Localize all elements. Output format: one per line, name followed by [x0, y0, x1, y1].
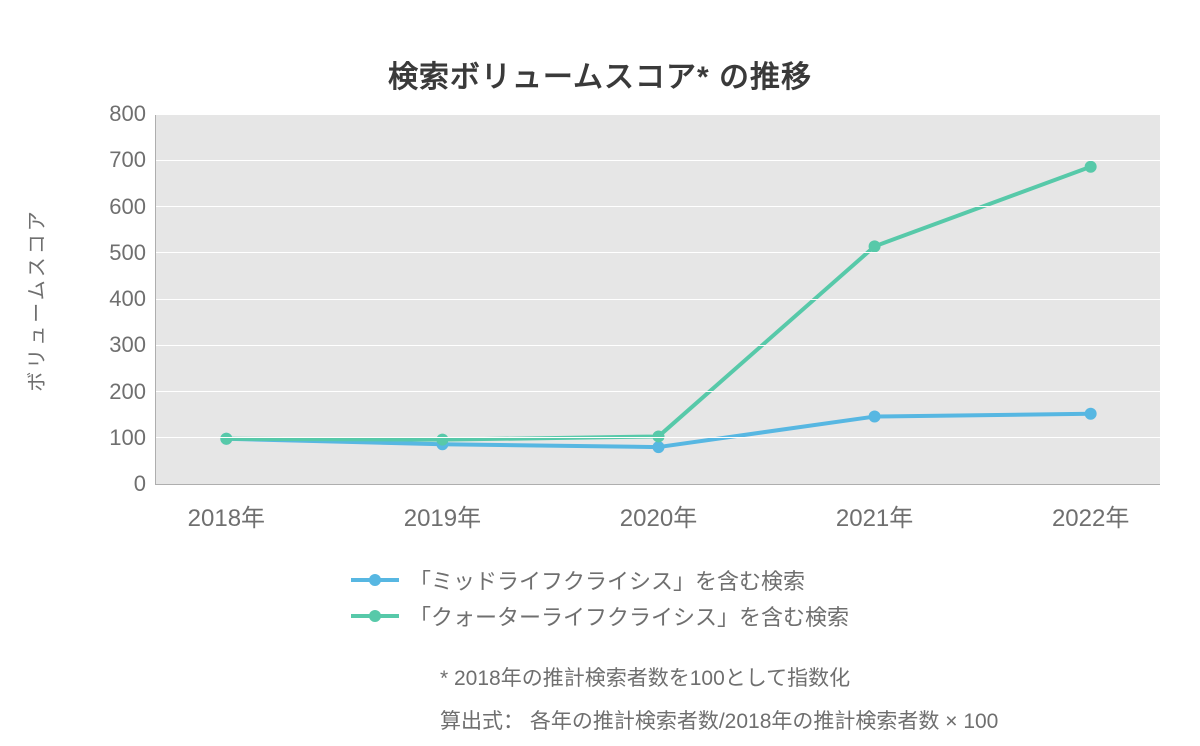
x-tick-label: 2022年	[1052, 498, 1129, 533]
series-marker	[1085, 408, 1097, 420]
series-line	[226, 167, 1090, 440]
gridline	[156, 114, 1160, 115]
gridline	[156, 437, 1160, 438]
gridline	[156, 252, 1160, 253]
legend-swatch	[351, 609, 399, 623]
series-marker	[436, 434, 448, 446]
series-marker	[220, 433, 232, 445]
series-marker	[653, 441, 665, 453]
x-tick-label: 2021年	[836, 498, 913, 533]
gridline	[156, 160, 1160, 161]
series-marker	[869, 240, 881, 252]
y-tick-label: 500	[109, 240, 146, 266]
footnote-line-1: * 2018年の推計検索者数を100として指数化	[440, 662, 850, 692]
y-tick-label: 400	[109, 286, 146, 312]
y-axis-label: ボリュームスコア	[21, 208, 50, 391]
gridline	[156, 345, 1160, 346]
gridline	[156, 299, 1160, 300]
x-tick-label: 2019年	[404, 498, 481, 533]
chart-lines	[156, 115, 1161, 485]
gridline	[156, 391, 1160, 392]
plot-area: 01002003004005006007008002018年2019年2020年…	[155, 115, 1160, 485]
y-tick-label: 0	[134, 471, 146, 497]
footnote-line-2: 算出式： 各年の推計検索者数/2018年の推計検索者数 × 100	[440, 705, 998, 735]
y-tick-label: 100	[109, 425, 146, 451]
y-tick-label: 800	[109, 101, 146, 127]
y-tick-label: 200	[109, 379, 146, 405]
chart-legend: 「ミッドライフクライシス」を含む検索「クォーターライフクライシス」を含む検索	[351, 560, 849, 636]
legend-swatch	[351, 573, 399, 587]
x-tick-label: 2020年	[620, 498, 697, 533]
legend-item: 「クォーターライフクライシス」を含む検索	[351, 600, 849, 632]
legend-label: 「クォーターライフクライシス」を含む検索	[409, 600, 849, 632]
series-marker	[1085, 161, 1097, 173]
y-tick-label: 300	[109, 332, 146, 358]
legend-item: 「ミッドライフクライシス」を含む検索	[351, 564, 849, 596]
gridline	[156, 206, 1160, 207]
x-tick-label: 2018年	[188, 498, 265, 533]
series-marker	[869, 411, 881, 423]
legend-label: 「ミッドライフクライシス」を含む検索	[409, 564, 805, 596]
y-tick-label: 600	[109, 194, 146, 220]
chart-title: 検索ボリュームスコア* の推移	[0, 0, 1200, 96]
y-tick-label: 700	[109, 147, 146, 173]
